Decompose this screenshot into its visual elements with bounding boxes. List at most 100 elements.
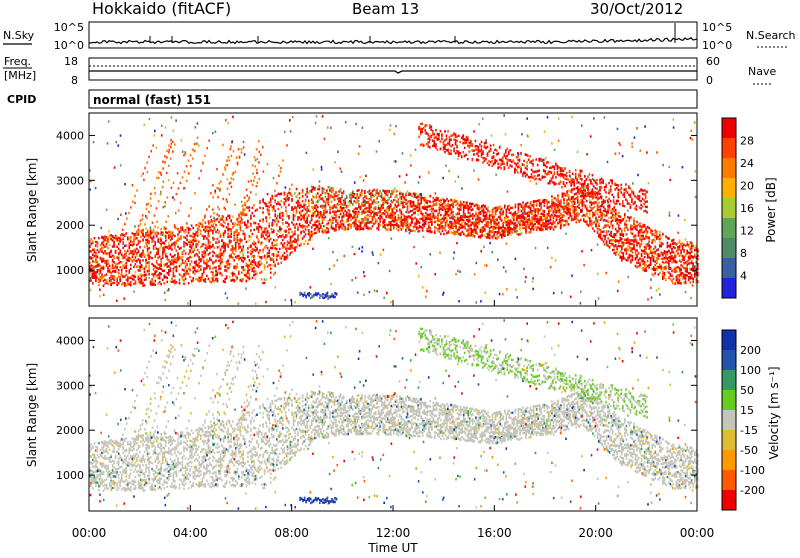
power-cell: [352, 203, 354, 205]
power-cell: [238, 239, 240, 241]
power-cell: [373, 210, 375, 212]
power-cell: [308, 233, 310, 235]
power-cell: [416, 206, 418, 208]
power-cell: [243, 230, 245, 232]
power-cell: [621, 252, 623, 254]
power-cell: [191, 235, 193, 237]
power-cell: [645, 228, 647, 230]
power-cell: [525, 221, 527, 223]
power-cell: [188, 241, 190, 243]
power-cell: [270, 277, 272, 279]
power-cell: [162, 252, 164, 254]
power-cell: [113, 241, 115, 243]
power-cell: [495, 207, 497, 209]
power-cell: [165, 276, 167, 278]
power-cell: [598, 228, 600, 230]
power-cell: [249, 206, 251, 208]
power-cell: [165, 263, 167, 265]
power-cell: [457, 212, 459, 214]
power-cell: [556, 211, 558, 213]
power-cell: [326, 223, 328, 225]
power-cell: [265, 234, 267, 236]
power-cell: [235, 250, 237, 252]
power-cell: [463, 206, 465, 208]
power-cell: [466, 207, 468, 209]
power-cell: [308, 229, 310, 231]
power-cell: [112, 267, 114, 269]
power-cell: [354, 196, 356, 198]
power-cell: [387, 216, 389, 218]
power-cell: [335, 211, 337, 213]
power-cell: [191, 246, 193, 248]
power-cell: [451, 223, 453, 225]
power-cell: [293, 240, 295, 242]
power-cell: [606, 214, 608, 216]
power-cell: [594, 206, 596, 208]
power-cell: [142, 239, 144, 241]
power-cell: [206, 267, 208, 269]
power-cell: [212, 232, 214, 234]
power-cell: [430, 201, 432, 203]
power-cell: [200, 230, 202, 232]
power-cell: [469, 207, 471, 209]
power-cell: [477, 218, 479, 220]
power-cell: [112, 236, 114, 238]
power-cell: [468, 216, 470, 218]
power-cell: [208, 253, 210, 255]
power-cell: [335, 214, 337, 216]
power-cell: [267, 193, 269, 195]
power-cell: [191, 280, 193, 282]
power-cell: [285, 221, 287, 223]
power-cell: [430, 229, 432, 231]
power-cell: [606, 211, 608, 213]
power-cell: [603, 230, 605, 232]
power-cell: [623, 252, 625, 254]
power-cell: [329, 212, 331, 214]
power-cell: [527, 202, 529, 204]
power-cell: [557, 204, 559, 206]
power-cell: [274, 240, 276, 242]
power-cell: [203, 267, 205, 269]
power-cell: [498, 236, 500, 238]
power-cell: [244, 221, 246, 223]
power-cell: [469, 220, 471, 222]
power-cell: [129, 243, 131, 245]
power-cell: [271, 195, 273, 197]
power-cell: [186, 258, 188, 260]
power-cell: [636, 229, 638, 231]
power-cell: [185, 271, 187, 273]
power-cell: [443, 207, 445, 209]
power-cell: [223, 234, 225, 236]
power-cell: [644, 265, 646, 267]
power-cell: [139, 240, 141, 242]
power-cell: [414, 224, 416, 226]
power-cell: [311, 226, 313, 228]
power-cell: [592, 207, 594, 209]
power-cell: [626, 233, 628, 235]
power-cell: [308, 192, 310, 194]
power-cell: [577, 201, 579, 203]
power-cell: [448, 200, 450, 202]
power-cell: [309, 221, 311, 223]
power-cell: [215, 260, 217, 262]
power-cell: [402, 194, 404, 196]
power-cell: [615, 251, 617, 253]
power-cell: [410, 224, 412, 226]
power-cell: [644, 256, 646, 258]
power-cell: [347, 224, 349, 226]
power-cell: [215, 269, 217, 271]
power-cell: [524, 227, 526, 229]
power-cell: [547, 228, 549, 230]
power-cell: [455, 221, 457, 223]
power-cell: [430, 227, 432, 229]
power-cell: [334, 195, 336, 197]
power-cell: [392, 216, 394, 218]
power-cell: [171, 256, 173, 258]
power-cell: [185, 278, 187, 280]
power-cell: [214, 280, 216, 282]
power-cell: [387, 224, 389, 226]
power-cell: [522, 217, 524, 219]
power-cell: [285, 210, 287, 212]
power-cell: [107, 260, 109, 262]
power-cell: [458, 233, 460, 235]
